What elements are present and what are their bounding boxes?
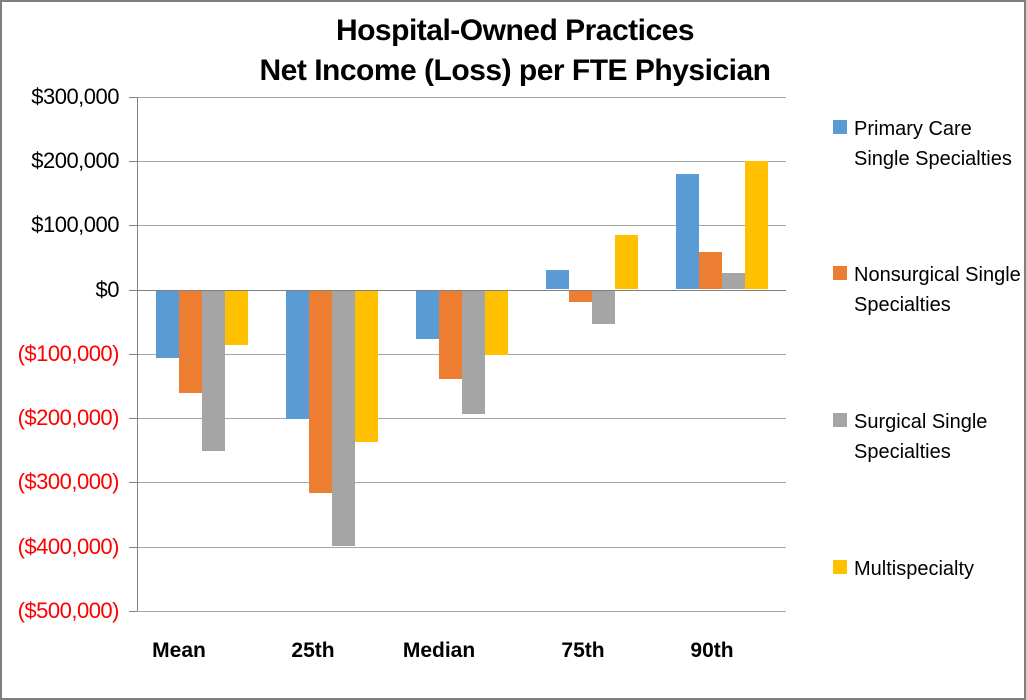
bar-primary-75th [546, 270, 569, 290]
chart-title: Hospital-Owned Practices Net Income (Los… [2, 11, 1024, 91]
bar-surgical-90th [722, 273, 745, 290]
bar-surgical-75th [592, 290, 615, 324]
x-axis-label-90th: 90th [690, 639, 734, 662]
bar-nonsurgical-90th [699, 252, 722, 290]
bar-multispecialty-75th [615, 234, 638, 290]
gridline [137, 96, 786, 98]
chart-title-line2: Net Income (Loss) per FTE Physician [259, 54, 771, 87]
y-axis-line [137, 96, 138, 611]
y-axis-label: $0 [95, 276, 120, 302]
x-axis-label-25th: 25th [291, 639, 335, 662]
legend-swatch-icon [833, 266, 847, 280]
legend-label: Multispecialty [854, 558, 975, 580]
y-axis-label: ($200,000) [17, 405, 120, 431]
x-axis-label-75th: 75th [561, 639, 605, 662]
y-axis-tick [129, 418, 137, 420]
legend-swatch-icon [833, 120, 847, 134]
legend: Primary Care Single Specialties Nonsurgic… [828, 2, 1024, 698]
x-axis-label-median: Median [402, 639, 476, 662]
bar-nonsurgical-25th [309, 290, 332, 494]
bar-primary-mean [156, 290, 179, 358]
bar-multispecialty-median [485, 290, 508, 355]
y-axis-label: ($500,000) [17, 598, 120, 623]
bar-multispecialty-25th [355, 290, 378, 442]
bar-surgical-mean [202, 290, 225, 452]
legend-label: Primary Care Single Specialties [854, 118, 1012, 170]
x-axis-label-mean: Mean [152, 639, 206, 662]
gridline [137, 546, 786, 548]
y-axis-tick [129, 160, 137, 162]
y-axis-label: ($300,000) [17, 469, 120, 495]
y-axis-label: $100,000 [31, 212, 119, 238]
y-axis-label: $300,000 [31, 83, 119, 109]
bar-primary-median [416, 290, 439, 339]
gridline [137, 482, 786, 484]
legend-label: Surgical Single Specialties [854, 411, 988, 463]
bar-surgical-median [462, 290, 485, 414]
y-axis-label: ($100,000) [17, 340, 120, 366]
chart-title-line1: Hospital-Owned Practices [335, 14, 695, 47]
y-axis-label: $200,000 [31, 147, 119, 173]
bar-nonsurgical-75th [569, 290, 592, 303]
y-axis-tick [129, 353, 137, 355]
gridline [137, 225, 786, 227]
legend-label: Nonsurgical Single Specialties [854, 264, 1021, 316]
bar-primary-90th [676, 173, 699, 290]
gridline [137, 611, 786, 612]
y-axis-tick [129, 225, 137, 227]
y-axis-label: ($400,000) [17, 533, 120, 559]
bar-surgical-25th [332, 290, 355, 546]
gridline [137, 160, 786, 162]
gridline [137, 418, 786, 420]
gridline [137, 289, 786, 291]
bar-primary-25th [286, 290, 309, 420]
bar-nonsurgical-mean [179, 290, 202, 394]
legend-swatch-icon [833, 413, 847, 427]
bar-multispecialty-90th [745, 160, 768, 290]
bar-nonsurgical-median [439, 290, 462, 380]
bar-multispecialty-mean [225, 290, 248, 346]
y-axis-tick [129, 96, 137, 98]
y-axis-tick [129, 611, 137, 612]
legend-swatch-icon [833, 560, 847, 574]
y-axis-tick [129, 289, 137, 291]
y-axis-tick [129, 482, 137, 484]
y-axis-tick [129, 546, 137, 548]
